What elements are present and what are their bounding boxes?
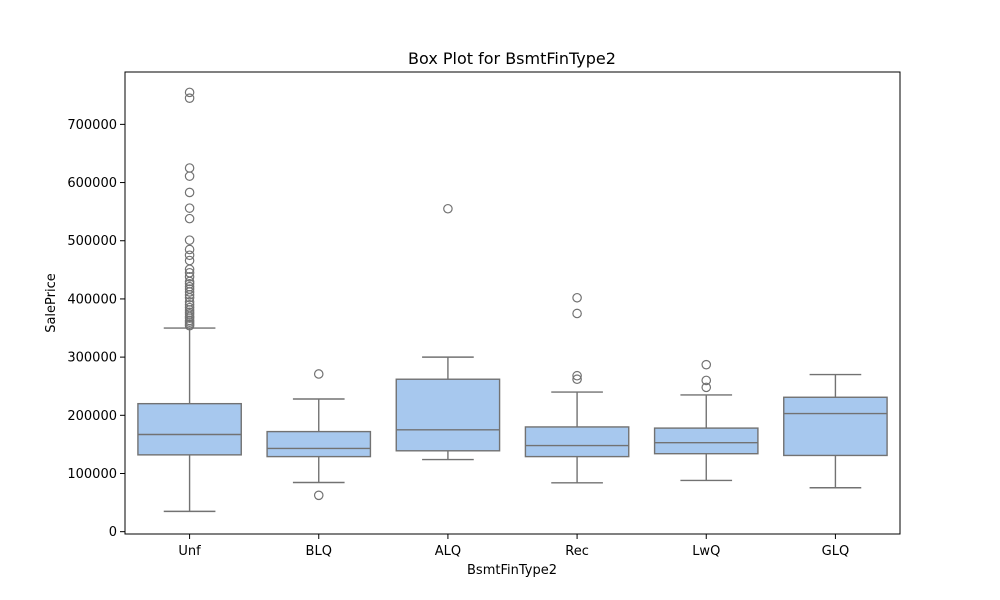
outlier-point — [313, 490, 324, 501]
outlier-point — [701, 359, 712, 370]
y-tick-label: 500000 — [67, 234, 117, 249]
outlier-point — [184, 213, 195, 224]
iqr-box — [524, 426, 630, 458]
outlier-point — [184, 302, 195, 313]
outlier-point — [184, 244, 195, 255]
box-alq — [395, 203, 501, 461]
outlier-point — [184, 278, 195, 289]
x-tick-label: Rec — [565, 544, 589, 559]
outlier-point — [184, 267, 195, 278]
box-unf — [137, 87, 242, 513]
y-tick-label: 600000 — [67, 176, 117, 191]
x-tick-label: BLQ — [306, 544, 332, 559]
outlier-point — [184, 250, 195, 261]
box-glq — [783, 373, 888, 489]
y-tick-label: 300000 — [67, 351, 117, 366]
y-axis-label: SalePrice — [44, 273, 59, 333]
box-blq — [266, 369, 372, 501]
outlier-point — [701, 375, 712, 386]
outlier-point — [313, 369, 324, 379]
outlier-point — [572, 292, 582, 303]
outlier-point — [572, 308, 582, 319]
outlier-point — [184, 163, 195, 173]
outlier-point — [184, 93, 195, 103]
outlier-point — [184, 307, 195, 318]
box-rec — [524, 292, 630, 484]
iqr-box — [137, 402, 242, 456]
iqr-box — [266, 430, 372, 458]
y-tick-label: 0 — [109, 525, 117, 540]
outlier-point — [184, 272, 195, 282]
x-axis-label: BsmtFinType2 — [467, 563, 557, 578]
chart-title: Box Plot for BsmtFinType2 — [408, 49, 616, 68]
iqr-box — [783, 396, 888, 457]
outlier-point — [184, 255, 195, 266]
iqr-box — [395, 378, 501, 452]
outlier-point — [184, 235, 195, 245]
outlier-point — [572, 374, 582, 385]
y-axis: 0 100000 200000 300000 400000 500000 600000 700… — [67, 118, 125, 540]
outlier-point — [701, 382, 712, 393]
iqr-box — [653, 427, 759, 455]
box-lwq — [653, 359, 759, 482]
plot-area — [137, 87, 888, 513]
outlier-point — [443, 203, 453, 214]
y-tick-label: 700000 — [67, 118, 117, 133]
plot-frame — [124, 71, 901, 535]
outlier-point — [184, 281, 195, 292]
y-tick-label: 100000 — [67, 467, 117, 482]
outlier-point — [184, 297, 195, 307]
y-tick-label: 400000 — [67, 292, 117, 307]
outlier-point — [184, 171, 195, 181]
x-tick-label: Unf — [178, 544, 201, 559]
x-tick-label: ALQ — [435, 544, 461, 559]
outlier-point — [184, 187, 195, 198]
outlier-point — [184, 284, 195, 294]
x-tick-label: GLQ — [822, 544, 850, 559]
outlier-point — [572, 370, 582, 381]
outlier-point — [184, 299, 195, 310]
y-tick-label: 200000 — [67, 409, 117, 424]
x-axis: Unf BLQ ALQ Rec LwQ GLQ — [178, 534, 849, 559]
outlier-point — [184, 87, 195, 98]
outlier-point — [184, 203, 195, 213]
x-tick-label: LwQ — [692, 544, 720, 559]
